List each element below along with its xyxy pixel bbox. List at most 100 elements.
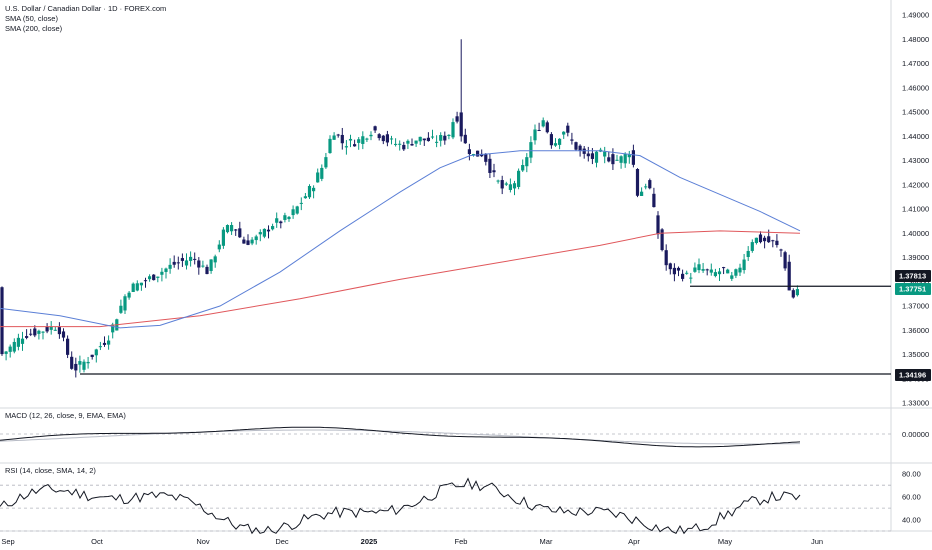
candle-body — [504, 183, 508, 185]
candle-body — [361, 136, 365, 144]
candle-body — [234, 229, 238, 231]
candle-body — [525, 157, 529, 167]
candle-body — [348, 138, 353, 141]
candle-body — [693, 267, 697, 272]
candle-body — [644, 186, 648, 188]
candle-body — [258, 232, 262, 235]
candle-body — [369, 134, 373, 137]
candle-body — [713, 272, 717, 277]
price-tick-label: 1.33000 — [902, 399, 929, 408]
sma50-legend: SMA (50, close) — [5, 14, 58, 23]
candle-body — [135, 283, 139, 291]
candle-body — [558, 138, 562, 145]
candle-body — [517, 170, 521, 187]
candle-body — [262, 228, 266, 237]
price-label: 1.34196 — [899, 371, 926, 380]
candle-body — [295, 206, 299, 214]
candle-body — [119, 305, 123, 313]
candle-body — [205, 266, 209, 275]
time-tick-label: Oct — [91, 537, 104, 546]
candle-body — [242, 239, 246, 244]
price-tick-label: 1.47000 — [902, 59, 929, 68]
candle-body — [672, 267, 676, 275]
candle-body — [328, 138, 332, 154]
price-tick-label: 1.42000 — [902, 180, 929, 189]
candle-body — [685, 272, 689, 274]
candle-body — [82, 361, 86, 370]
candle-body — [430, 136, 435, 138]
candle-body — [496, 180, 500, 182]
candle-body — [451, 122, 455, 138]
candle-body — [537, 129, 541, 131]
candle-body — [549, 134, 553, 146]
candle-body — [287, 216, 291, 220]
candle-body — [303, 196, 307, 199]
candle-body — [57, 327, 61, 335]
candle-body — [660, 229, 664, 251]
price-label-box — [895, 270, 931, 282]
candle-body — [435, 141, 439, 143]
candle-body — [480, 153, 484, 157]
candle-body — [656, 215, 660, 235]
candle-body — [102, 342, 107, 345]
candle-body — [742, 259, 746, 271]
candle-body — [353, 144, 357, 147]
candle-body — [66, 338, 70, 355]
candle-body — [275, 218, 279, 223]
candle-body — [61, 331, 66, 338]
candle-body — [176, 262, 180, 264]
candle-body — [767, 236, 771, 243]
candle-body — [394, 143, 398, 145]
sma200-line — [0, 230, 801, 328]
time-tick-label: Dec — [275, 537, 289, 546]
candle-body — [217, 244, 221, 250]
macd-legend: MACD (12, 26, close, 9, EMA, EMA) — [5, 411, 126, 420]
candle-body — [398, 143, 402, 145]
candle-body — [668, 263, 672, 270]
candle-body — [607, 157, 611, 162]
candle-body — [701, 269, 705, 271]
candle-body — [590, 153, 594, 159]
candle-body — [738, 267, 742, 273]
candle-body — [791, 290, 795, 298]
candle-body — [94, 349, 98, 356]
candle-body — [0, 287, 4, 355]
candle-body — [488, 158, 492, 173]
candle-body — [373, 126, 377, 131]
candle-body — [312, 187, 316, 192]
price-tick-label: 1.35000 — [902, 350, 929, 359]
candle-body — [230, 225, 234, 232]
candle-body — [603, 151, 607, 157]
candle-body — [426, 137, 430, 142]
candle-body — [389, 138, 394, 140]
candle-body — [574, 142, 578, 150]
candle-body — [225, 225, 230, 233]
candle-body — [12, 341, 16, 352]
candle-body — [463, 134, 467, 144]
candle-body — [635, 169, 640, 196]
time-tick-label: Sep — [1, 537, 14, 546]
time-tick-label: May — [718, 537, 732, 546]
candle-body — [734, 269, 738, 276]
candle-body — [111, 324, 115, 333]
candle-body — [410, 144, 414, 146]
candle-body — [586, 153, 590, 157]
candle-body — [652, 193, 656, 208]
candle-body — [201, 265, 205, 267]
rsi-legend: RSI (14, close, SMA, 14, 2) — [5, 466, 96, 475]
candle-body — [758, 234, 763, 243]
rsi-line — [0, 477, 801, 535]
candle-body — [107, 340, 111, 345]
candle-body — [316, 172, 320, 183]
time-tick-label: Nov — [196, 537, 210, 546]
candle-body — [681, 273, 685, 279]
candle-body — [746, 250, 750, 257]
candle-body — [422, 138, 426, 141]
candle-body — [74, 363, 78, 371]
candle-body — [406, 140, 410, 144]
candle-body — [4, 351, 8, 354]
candle-body — [521, 165, 525, 171]
price-tick-label: 1.45000 — [902, 108, 929, 117]
candle-body — [156, 276, 160, 278]
